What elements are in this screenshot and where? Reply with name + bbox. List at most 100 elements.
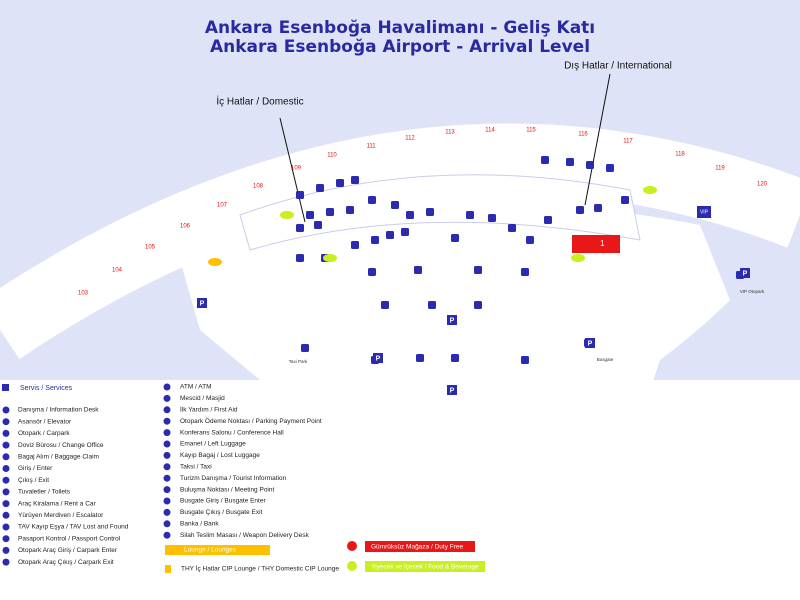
legend-icon <box>163 429 171 437</box>
legend-item: Otopark Araç Çıkış / Carpark Exit <box>18 559 114 566</box>
place-label: Taxi Park <box>289 359 308 364</box>
legend-item: TAV Kayıp Eşya / TAV Lost and Found <box>18 524 129 531</box>
legend-item: Yürüyen Merdiven / Escalator <box>18 512 104 519</box>
legend-icon <box>163 406 171 414</box>
apron <box>0 123 800 360</box>
icon <box>351 176 359 184</box>
legend-icon <box>2 441 10 449</box>
icon <box>371 236 379 244</box>
legend-item: Mescid / Masjid <box>180 395 225 402</box>
icon <box>351 241 359 249</box>
subtitle: Ankara Esenboğa Airport - Arrival Level <box>210 37 590 57</box>
gate-number: 116 <box>578 132 588 138</box>
legend-item: Pasaport Kontrol / Passport Control <box>18 535 121 542</box>
icon <box>391 201 399 209</box>
lounge-marker <box>643 186 657 194</box>
gate-number: 119 <box>715 166 725 172</box>
lounge-marker <box>571 254 585 262</box>
gate-number: 114 <box>485 128 495 134</box>
icon <box>2 384 9 391</box>
icon <box>381 301 389 309</box>
legend-icon <box>2 453 10 461</box>
legend-icon <box>163 531 171 539</box>
legend-item: Busgate Giriş / Busgate Enter <box>180 498 266 505</box>
gate-number: 106 <box>180 224 191 230</box>
gate-number: 103 <box>78 291 89 297</box>
legend-item: THY İç Hatlar CIP Lounge / THY Domestic … <box>181 564 339 573</box>
icon <box>301 344 309 352</box>
legend-item: Busgate Çıkış / Busgate Exit <box>180 509 263 516</box>
icon <box>594 204 602 212</box>
legend-item: Asansör / Elevator <box>18 418 72 425</box>
icon <box>521 356 529 364</box>
gate-number: 118 <box>675 152 685 158</box>
icon <box>426 208 434 216</box>
icon <box>451 234 459 242</box>
icon <box>576 206 584 214</box>
legend-item: Emanet / Left Luggage <box>180 441 246 448</box>
legend-icon <box>2 511 10 519</box>
gate-number: 110 <box>327 153 337 159</box>
icon <box>326 208 334 216</box>
food-swatch <box>365 561 485 572</box>
title: Ankara Esenboğa Havalimanı - Geliş Katı <box>205 18 595 38</box>
legend-icon <box>2 465 10 472</box>
place-label: VIP Otopark <box>740 289 765 294</box>
icon <box>697 206 711 218</box>
callout: Dış Hatlar / International <box>564 61 672 72</box>
icon <box>428 301 436 309</box>
icon <box>406 211 414 219</box>
icon <box>314 221 322 229</box>
legend-item: ATM / ATM <box>180 384 212 391</box>
duty-free-swatch <box>365 541 475 552</box>
legend-icon <box>163 508 171 516</box>
legend-icon <box>163 474 171 482</box>
legend-item: Buluşma Noktası / Meeting Point <box>180 486 274 493</box>
legend-icon <box>2 523 10 531</box>
parking-symbol: P <box>450 317 455 324</box>
legend-item: Yiyecek ve İçecek / Food & Beverage <box>371 562 479 571</box>
lounge-icon <box>165 565 171 573</box>
legend-icon <box>163 417 171 425</box>
legend-item: Çıkış / Exit <box>18 477 49 484</box>
legend-item: Banka / Bank <box>180 521 219 528</box>
legend-icon <box>163 497 171 505</box>
legend-icon <box>2 535 10 543</box>
legend-icon <box>163 440 171 448</box>
legend-icon <box>163 520 171 528</box>
parking-symbol: P <box>376 355 381 362</box>
gate-number: 104 <box>112 268 123 274</box>
place-label: Busgate <box>597 357 614 362</box>
legend-item: Doviz Bürosu / Change Office <box>18 442 104 449</box>
duty-free-area <box>572 235 620 253</box>
icon <box>526 236 534 244</box>
legend-item: Araç Kiralama / Rent a Car <box>18 500 97 507</box>
legend-item: Bagaj Alım / Baggage Claim <box>18 454 99 461</box>
icon <box>621 196 629 204</box>
legend-header: Servis / Services <box>20 385 73 392</box>
parking-icon <box>373 353 383 363</box>
icon <box>541 156 549 164</box>
legend-icon <box>163 486 171 494</box>
gate-number: 105 <box>145 245 156 251</box>
legend-icon <box>2 546 10 554</box>
gate-number: 111 <box>366 144 376 150</box>
icon <box>368 196 376 204</box>
icon <box>416 354 424 362</box>
legend-item: Tuvaletler / Toilets <box>18 489 71 496</box>
icon <box>566 158 574 166</box>
parking-symbol: P <box>588 340 593 347</box>
lounge-marker <box>208 258 222 266</box>
parking-icon <box>197 298 207 308</box>
parking-icon <box>447 315 457 325</box>
legend-icon <box>2 558 10 566</box>
legend-icon <box>163 383 171 391</box>
gate-number: 108 <box>253 184 264 190</box>
lounge-swatch <box>165 545 270 555</box>
legend-item: Otopark Araç Giriş / Carpark Enter <box>18 547 118 554</box>
callout-line <box>279 117 306 223</box>
icon <box>336 179 344 187</box>
legend-item: Turizm Danışma / Tourist Information <box>180 475 287 482</box>
icon <box>474 301 482 309</box>
icon <box>586 161 594 169</box>
